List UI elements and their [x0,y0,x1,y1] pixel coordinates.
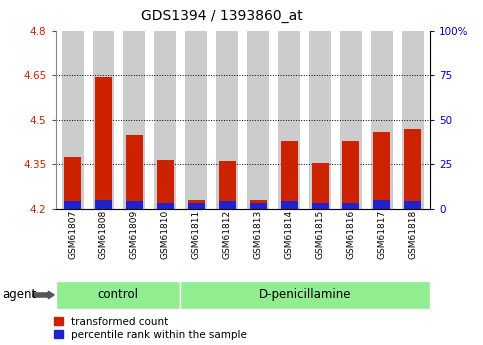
Bar [93,31,114,209]
Bar [278,31,300,209]
Bar [312,163,328,209]
Bar [342,203,359,209]
Bar [404,129,421,209]
Bar [64,201,81,209]
Bar [250,203,267,209]
Bar [157,160,174,209]
Bar [373,132,390,209]
Bar [219,201,236,209]
Bar [402,31,424,209]
Bar [309,31,331,209]
Text: agent: agent [2,288,37,302]
Bar [371,31,393,209]
Bar [250,200,267,209]
Bar [281,141,298,209]
Text: control: control [98,288,139,302]
Text: GDS1394 / 1393860_at: GDS1394 / 1393860_at [142,9,303,23]
Bar [95,77,112,209]
Legend: transformed count, percentile rank within the sample: transformed count, percentile rank withi… [54,317,247,340]
Bar [404,201,421,209]
Bar [340,31,362,209]
Text: D-penicillamine: D-penicillamine [259,288,351,302]
Bar [64,157,81,209]
Bar [155,31,176,209]
Bar [61,31,84,209]
Bar [126,135,143,209]
Bar [185,31,207,209]
Bar [219,161,236,209]
Bar [247,31,269,209]
Bar [157,203,174,209]
Bar [124,31,145,209]
Bar [188,203,205,209]
Bar [312,203,328,209]
Bar [188,200,205,209]
Bar [342,141,359,209]
Bar [216,31,238,209]
Bar [126,201,143,209]
Bar [373,200,390,209]
Bar [281,201,298,209]
Bar [95,200,112,209]
